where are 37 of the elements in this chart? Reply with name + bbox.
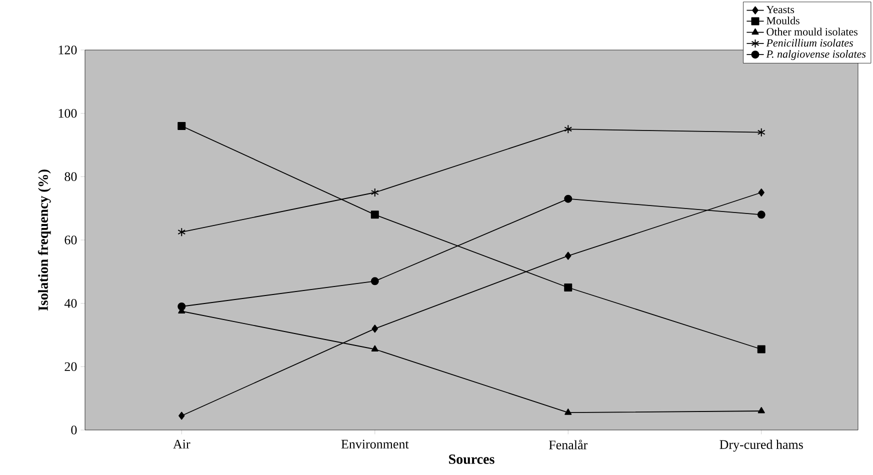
- point: [178, 302, 186, 311]
- point: [564, 124, 572, 134]
- x-tick-label: Air: [173, 440, 190, 448]
- x-tick-label: Fenalår: [549, 440, 588, 450]
- point: [565, 252, 572, 260]
- y-tick-label: 60: [64, 236, 77, 244]
- legend-label: P. nalgiovense isolates: [766, 50, 866, 60]
- point: [370, 277, 379, 286]
- point: [564, 194, 572, 203]
- x-tick-label: Environment: [341, 440, 409, 449]
- y-tick-label: 100: [58, 108, 77, 118]
- y-tick-label: 20: [64, 362, 77, 372]
- point: [564, 408, 572, 415]
- point: [758, 407, 765, 414]
- point: [370, 210, 379, 219]
- legend-label: Yeasts: [766, 6, 794, 14]
- point: [178, 228, 186, 237]
- legend-label: Moulds: [766, 16, 800, 24]
- y-tick-label: 120: [58, 46, 77, 54]
- point: [372, 324, 378, 333]
- legend-label: Penicillium isolates: [766, 38, 853, 47]
- y-axis-title: Isolation frequency (%): [38, 170, 51, 311]
- y-tick-label: 80: [64, 172, 77, 182]
- point: [757, 345, 766, 354]
- point: [371, 345, 378, 352]
- point: [758, 188, 765, 196]
- point: [564, 284, 572, 292]
- legend-label: Other mould isolates: [766, 28, 858, 36]
- y-tick-label: 0: [71, 426, 77, 434]
- point: [757, 128, 766, 137]
- x-axis-title: Sources: [449, 454, 494, 464]
- point: [178, 122, 186, 130]
- y-tick-label: 40: [64, 298, 77, 308]
- point: [757, 210, 766, 219]
- point: [370, 188, 379, 197]
- x-tick-label: Dry-cured hams: [720, 440, 803, 452]
- point: [178, 412, 185, 420]
